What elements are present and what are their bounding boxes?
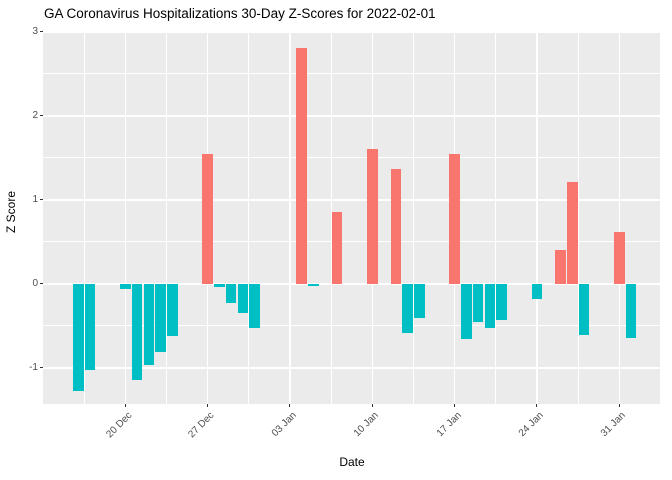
minor-gridline-y	[43, 157, 661, 159]
bar-2022-01-04	[296, 47, 308, 284]
chart-title: GA Coronavirus Hospitalizations 30-Day Z…	[44, 6, 436, 21]
bar-2022-01-27	[566, 182, 578, 284]
bar-2022-01-10	[366, 149, 378, 284]
major-gridline-x	[124, 31, 127, 404]
bar-2022-02-01	[625, 283, 637, 338]
major-gridline-x	[289, 31, 291, 404]
major-gridline-x	[618, 31, 620, 404]
x-axis-title: Date	[339, 455, 365, 469]
bar-2022-01-28	[578, 283, 590, 336]
x-tick-label-text: 20 Dec	[103, 410, 135, 441]
major-gridline-x	[536, 31, 538, 404]
bar-2021-12-20	[120, 283, 131, 289]
x-tick-label-text: 27 Dec	[186, 410, 217, 441]
y-tick-mark	[40, 115, 43, 117]
major-gridline-y	[43, 31, 661, 33]
minor-gridline-x	[83, 31, 85, 404]
minor-gridline-y	[43, 73, 661, 75]
x-tick-mark	[207, 404, 209, 407]
bar-2022-01-24	[531, 283, 543, 299]
bar-2022-01-05	[308, 283, 319, 287]
major-gridline-y	[43, 367, 661, 369]
x-tick-mark	[454, 404, 456, 407]
bar-2022-01-31	[613, 231, 625, 284]
bar-2021-12-30	[237, 283, 249, 314]
bar-2022-01-12	[390, 168, 402, 284]
y-tick-mark	[40, 31, 43, 33]
minor-gridline-x	[248, 31, 250, 404]
bar-2021-12-22	[143, 283, 155, 365]
major-gridline-y	[43, 199, 661, 201]
x-tick-mark	[289, 404, 291, 407]
bar-2021-12-23	[155, 283, 166, 352]
minor-gridline-x	[577, 31, 579, 404]
minor-gridline-y	[43, 241, 661, 243]
bar-2021-12-17	[84, 283, 96, 371]
minor-gridline-x	[660, 31, 661, 404]
bar-2022-01-14	[414, 283, 425, 319]
y-tick-label: -1	[29, 361, 38, 373]
y-tick-mark	[40, 199, 43, 201]
bar-2022-01-20	[484, 283, 496, 328]
bar-2021-12-27	[202, 154, 213, 284]
x-tick-label-text: 17 Jan	[434, 410, 464, 440]
bar-2021-12-31	[249, 283, 260, 329]
bar-2022-01-07	[331, 212, 343, 284]
x-tick-mark	[124, 404, 126, 407]
bar-2022-01-17	[449, 153, 460, 284]
x-tick-label-text: 24 Jan	[516, 410, 546, 440]
bar-2022-01-18	[461, 283, 472, 340]
bar-2022-01-13	[402, 283, 413, 334]
y-tick-mark	[40, 283, 43, 285]
bar-2021-12-28	[214, 283, 225, 288]
y-tick-label: 0	[32, 277, 38, 289]
bar-2021-12-21	[131, 283, 143, 381]
x-tick-label-text: 31 Jan	[599, 410, 629, 440]
x-tick-label-text: 10 Jan	[352, 410, 382, 440]
y-tick-label: 1	[32, 193, 38, 205]
minor-gridline-x	[495, 31, 497, 404]
bar-2021-12-29	[225, 283, 237, 304]
major-gridline-y	[43, 283, 661, 285]
x-tick-mark	[371, 404, 373, 407]
minor-gridline-x	[330, 31, 332, 404]
y-tick-label: 3	[32, 25, 38, 37]
y-axis-title: Z Score	[4, 191, 18, 234]
x-tick-mark	[536, 404, 538, 407]
bar-2022-01-26	[555, 250, 566, 284]
minor-gridline-x	[413, 31, 414, 404]
major-gridline-y	[43, 115, 661, 117]
minor-gridline-x	[166, 31, 167, 404]
plot-panel	[43, 31, 661, 404]
y-tick-mark	[40, 367, 43, 369]
bar-2022-01-19	[472, 283, 484, 322]
minor-gridline-y	[43, 325, 661, 327]
y-tick-label: 2	[32, 109, 38, 121]
bar-2022-01-21	[496, 283, 507, 320]
bar-2021-12-24	[167, 283, 178, 336]
bar-2021-12-16	[72, 283, 84, 391]
x-tick-mark	[618, 404, 620, 407]
x-tick-label-text: 03 Jan	[269, 410, 299, 440]
